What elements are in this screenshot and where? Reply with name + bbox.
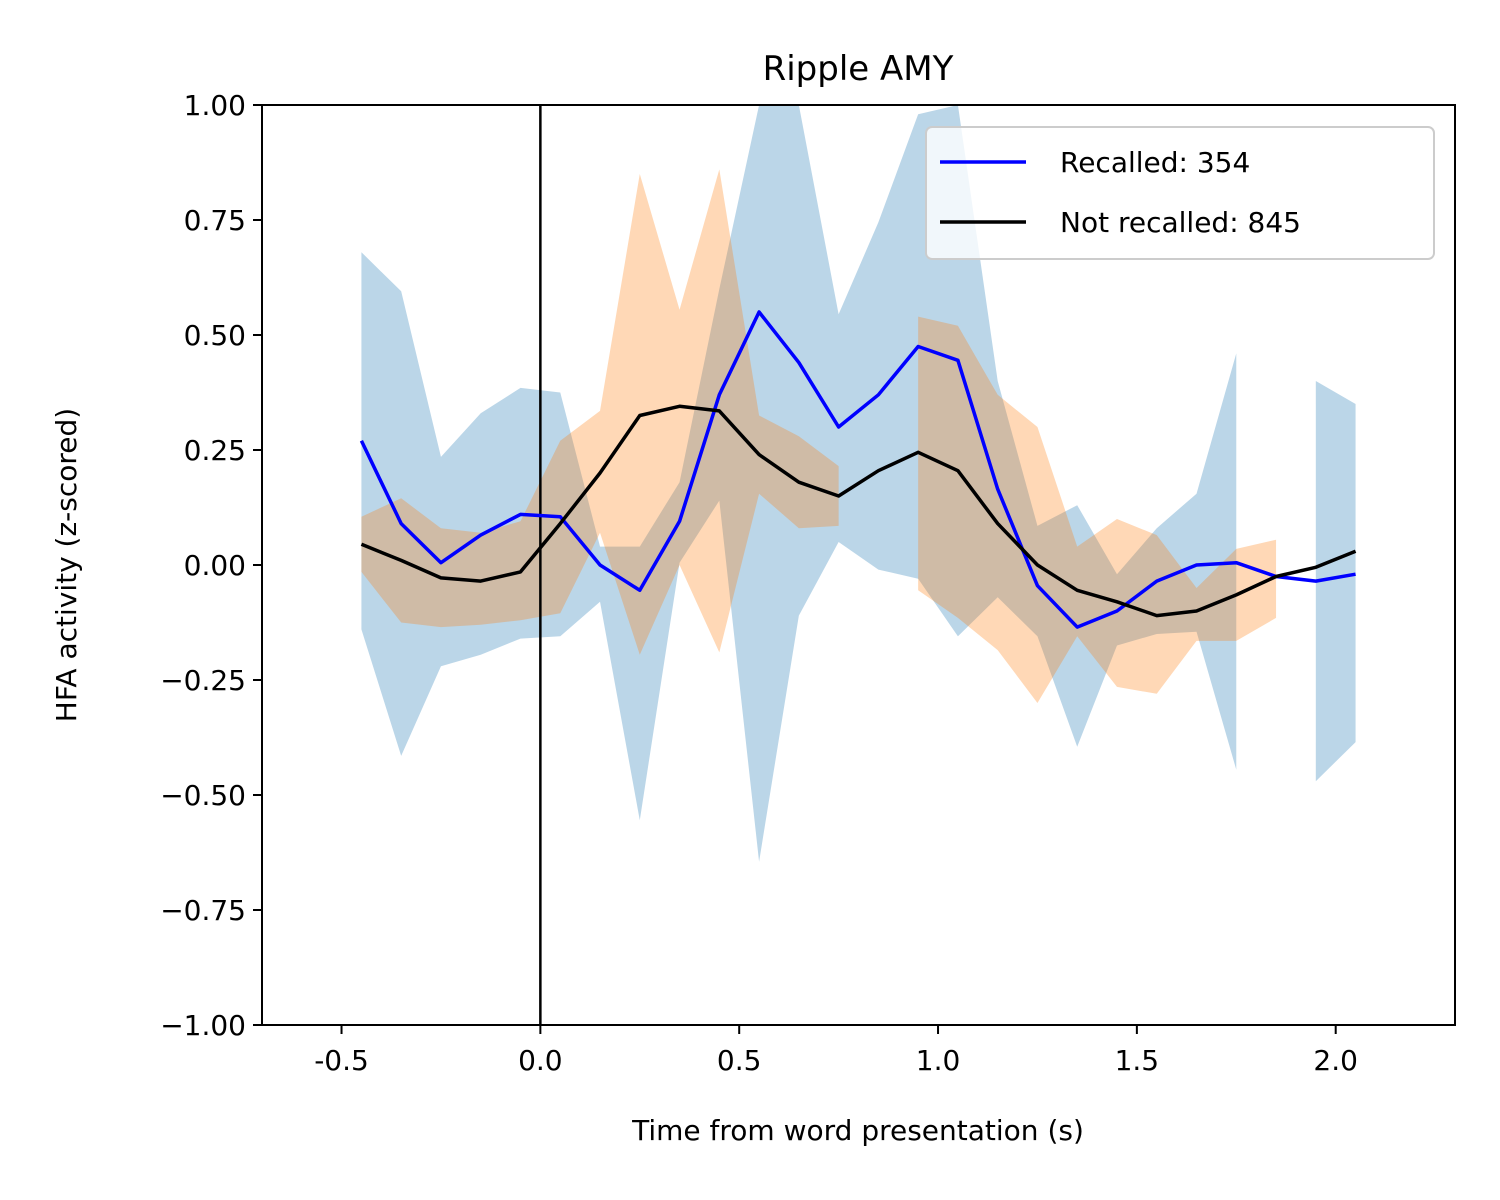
legend-label-recalled: Recalled: 354 [1060, 146, 1250, 179]
y-axis-label: HFA activity (z-scored) [50, 408, 83, 722]
y-axis-ticks: 1.00 0.75 0.50 0.25 0.00 −0.25 −0.50 −0.75 −1.00 [160, 89, 262, 1042]
x-tick-label: -0.5 [314, 1044, 369, 1077]
y-tick-label: −0.25 [160, 664, 246, 697]
y-tick-label: −1.00 [160, 1009, 246, 1042]
band-series-0 [1315, 381, 1356, 782]
legend: Recalled: 354 Not recalled: 845 [925, 126, 1435, 260]
series-lines [359, 310, 1357, 629]
y-tick-label: 0.50 [184, 319, 246, 352]
series-line-0 [359, 310, 1356, 629]
x-tick-label: 1.0 [916, 1044, 961, 1077]
y-tick-label: 0.00 [184, 549, 246, 582]
x-axis-ticks: -0.5 0.0 0.5 1.0 1.5 2.0 [314, 1025, 1358, 1077]
y-tick-label: −0.50 [160, 779, 246, 812]
legend-label-not-recalled: Not recalled: 845 [1060, 206, 1301, 239]
x-tick-label: 2.0 [1313, 1044, 1358, 1077]
x-tick-label: 0.5 [717, 1044, 762, 1077]
x-tick-label: 1.5 [1115, 1044, 1160, 1077]
chart-title: Ripple AMY [763, 49, 954, 89]
band-series-1 [918, 316, 1277, 703]
y-tick-label: 1.00 [184, 89, 246, 122]
y-tick-label: 0.25 [184, 434, 246, 467]
legend-box [925, 126, 1435, 260]
x-tick-label: 0.0 [518, 1044, 563, 1077]
series-line-1 [360, 404, 1357, 618]
y-tick-label: 0.75 [184, 204, 246, 237]
x-axis-label: Time from word presentation (s) [631, 1114, 1084, 1147]
y-tick-label: −0.75 [160, 894, 246, 927]
